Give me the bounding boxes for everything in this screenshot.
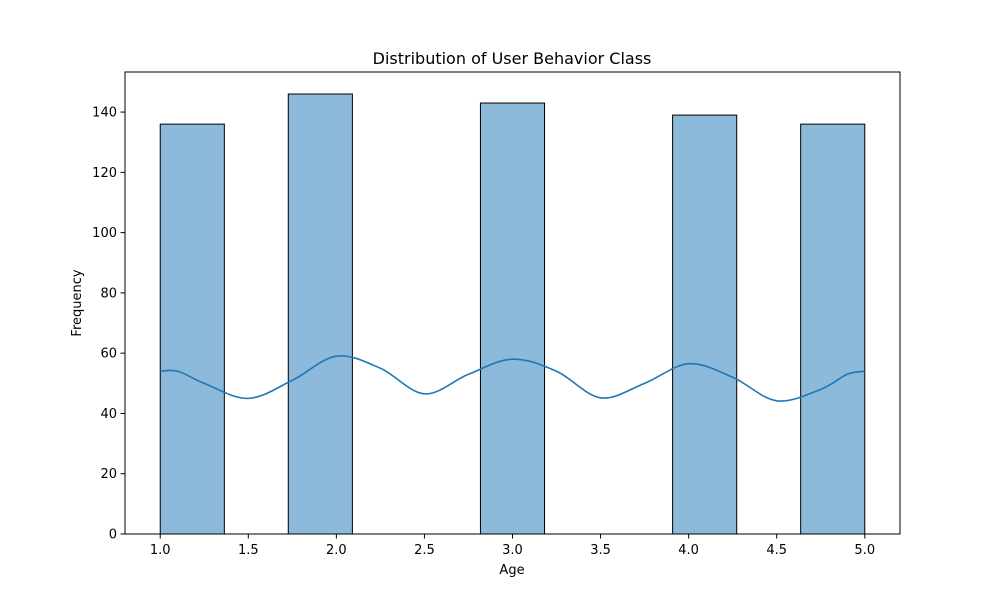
x-tick-label: 1.0 bbox=[150, 543, 171, 558]
x-tick-label: 4.5 bbox=[766, 543, 787, 558]
y-tick-label: 40 bbox=[100, 407, 117, 422]
kde-layer bbox=[160, 355, 865, 402]
y-tick-label: 100 bbox=[92, 226, 117, 241]
histogram-bar-1 bbox=[159, 123, 225, 535]
x-tick-label: 5.0 bbox=[854, 543, 875, 558]
x-tick-label: 1.5 bbox=[238, 543, 259, 558]
y-tick-label: 60 bbox=[100, 347, 117, 362]
histogram-bar-4 bbox=[672, 114, 738, 535]
x-tick-label: 2.0 bbox=[326, 543, 347, 558]
x-tick-label: 2.5 bbox=[414, 543, 435, 558]
x-axis-label: Age bbox=[499, 563, 524, 578]
y-tick-label: 80 bbox=[100, 286, 117, 301]
histogram-bar-5 bbox=[800, 123, 866, 535]
y-tick-label: 140 bbox=[92, 106, 117, 121]
histogram-bar-3 bbox=[479, 102, 546, 535]
kde-curve bbox=[160, 355, 865, 402]
y-tick-label: 20 bbox=[100, 467, 117, 482]
x-axis-ticks: 1.0 1.5 2.0 2.5 3.0 3.5 4.0 4.5 5.0 bbox=[150, 534, 875, 558]
x-tick-label: 3.5 bbox=[590, 543, 611, 558]
y-tick-label: 0 bbox=[109, 528, 117, 543]
y-tick-label: 120 bbox=[92, 166, 117, 181]
x-tick-label: 3.0 bbox=[502, 543, 523, 558]
x-tick-label: 4.0 bbox=[678, 543, 699, 558]
histogram-bar-2 bbox=[287, 93, 353, 535]
chart-title: Distribution of User Behavior Class bbox=[373, 49, 652, 68]
bars-layer bbox=[159, 93, 866, 535]
y-axis-ticks: 0 20 40 60 80 100 120 140 bbox=[92, 106, 125, 543]
y-axis-label: Frequency bbox=[70, 269, 85, 336]
